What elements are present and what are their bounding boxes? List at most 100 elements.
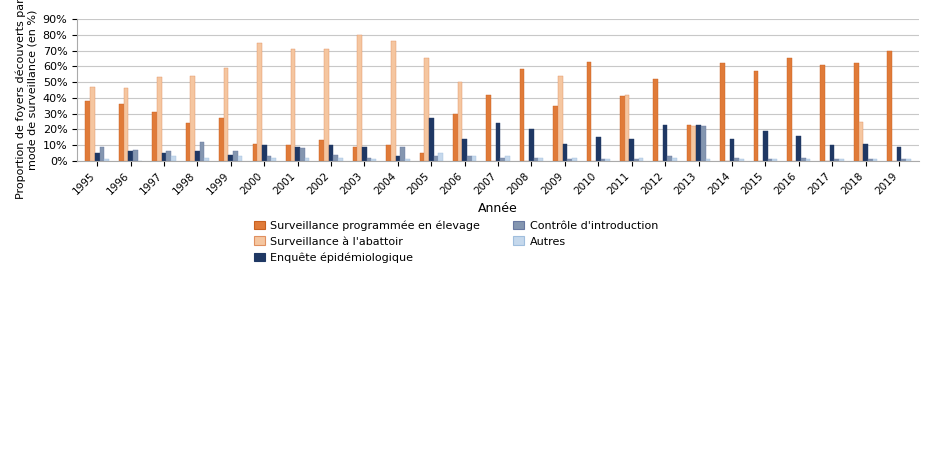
Bar <box>128 151 133 161</box>
Bar <box>639 158 644 161</box>
Bar <box>453 114 458 161</box>
Bar <box>386 145 390 161</box>
Bar <box>534 158 539 161</box>
Bar <box>133 150 137 161</box>
Bar <box>668 156 672 161</box>
Bar <box>171 156 176 161</box>
Bar <box>462 139 467 161</box>
Bar <box>395 156 400 161</box>
X-axis label: Année: Année <box>478 202 518 215</box>
Bar <box>324 49 329 161</box>
Bar <box>304 158 309 161</box>
Bar <box>372 159 376 161</box>
Bar <box>433 156 438 161</box>
Bar <box>200 142 205 161</box>
Bar <box>487 95 491 161</box>
Bar <box>238 156 243 161</box>
Bar <box>562 144 567 161</box>
Bar <box>205 158 209 161</box>
Bar <box>295 147 300 161</box>
Bar <box>700 126 705 161</box>
Legend: Surveillance programmée en élevage, Surveillance à l'abattoir, Enquête épidémiol: Surveillance programmée en élevage, Surv… <box>253 220 658 263</box>
Bar <box>467 156 472 161</box>
Bar <box>429 118 433 161</box>
Bar <box>119 104 123 161</box>
Bar <box>123 89 128 161</box>
Bar <box>539 158 544 161</box>
Bar <box>734 158 739 161</box>
Bar <box>705 159 710 161</box>
Bar <box>257 43 262 161</box>
Bar <box>162 153 166 161</box>
Bar <box>472 156 476 161</box>
Bar <box>739 159 743 161</box>
Bar <box>186 123 191 161</box>
Bar <box>906 159 911 161</box>
Bar <box>858 122 863 161</box>
Bar <box>195 151 200 161</box>
Bar <box>152 112 157 161</box>
Bar <box>234 151 238 161</box>
Bar <box>390 41 395 161</box>
Bar <box>219 118 224 161</box>
Bar <box>286 145 290 161</box>
Bar <box>763 131 768 161</box>
Bar <box>496 123 501 161</box>
Bar <box>634 159 639 161</box>
Bar <box>290 49 295 161</box>
Bar <box>863 144 868 161</box>
Bar <box>787 58 792 161</box>
Bar <box>663 125 668 161</box>
Bar <box>266 156 271 161</box>
Bar <box>271 158 276 161</box>
Bar <box>768 159 772 161</box>
Bar <box>419 153 424 161</box>
Bar <box>319 140 324 161</box>
Bar <box>520 69 525 161</box>
Bar <box>329 145 333 161</box>
Bar <box>820 65 825 161</box>
Bar <box>834 159 839 161</box>
Bar <box>601 159 605 161</box>
Y-axis label: Proportion de foyers découverts par un
mode de surveillance (en %): Proportion de foyers découverts par un m… <box>15 0 37 199</box>
Bar <box>353 147 358 161</box>
Bar <box>91 87 95 161</box>
Bar <box>872 159 877 161</box>
Bar <box>424 58 429 161</box>
Bar <box>86 101 91 161</box>
Bar <box>333 155 338 161</box>
Bar <box>605 159 610 161</box>
Bar <box>191 76 195 161</box>
Bar <box>438 153 443 161</box>
Bar <box>95 153 100 161</box>
Bar <box>558 76 562 161</box>
Bar <box>625 95 630 161</box>
Bar <box>887 50 892 161</box>
Bar <box>696 125 700 161</box>
Bar <box>754 71 758 161</box>
Bar <box>157 78 162 161</box>
Bar <box>105 159 109 161</box>
Bar <box>868 159 872 161</box>
Bar <box>567 159 572 161</box>
Bar <box>229 155 234 161</box>
Bar <box>806 159 811 161</box>
Bar <box>166 151 171 161</box>
Bar <box>262 145 266 161</box>
Bar <box>854 63 858 161</box>
Bar <box>553 106 558 161</box>
Bar <box>801 158 806 161</box>
Bar <box>404 159 409 161</box>
Bar <box>252 144 257 161</box>
Bar <box>400 147 404 161</box>
Bar <box>630 139 634 161</box>
Bar <box>596 137 601 161</box>
Bar <box>672 158 677 161</box>
Bar <box>654 79 658 161</box>
Bar <box>839 159 843 161</box>
Bar <box>362 147 367 161</box>
Bar <box>458 82 462 161</box>
Bar <box>729 139 734 161</box>
Bar <box>897 147 901 161</box>
Bar <box>505 156 510 161</box>
